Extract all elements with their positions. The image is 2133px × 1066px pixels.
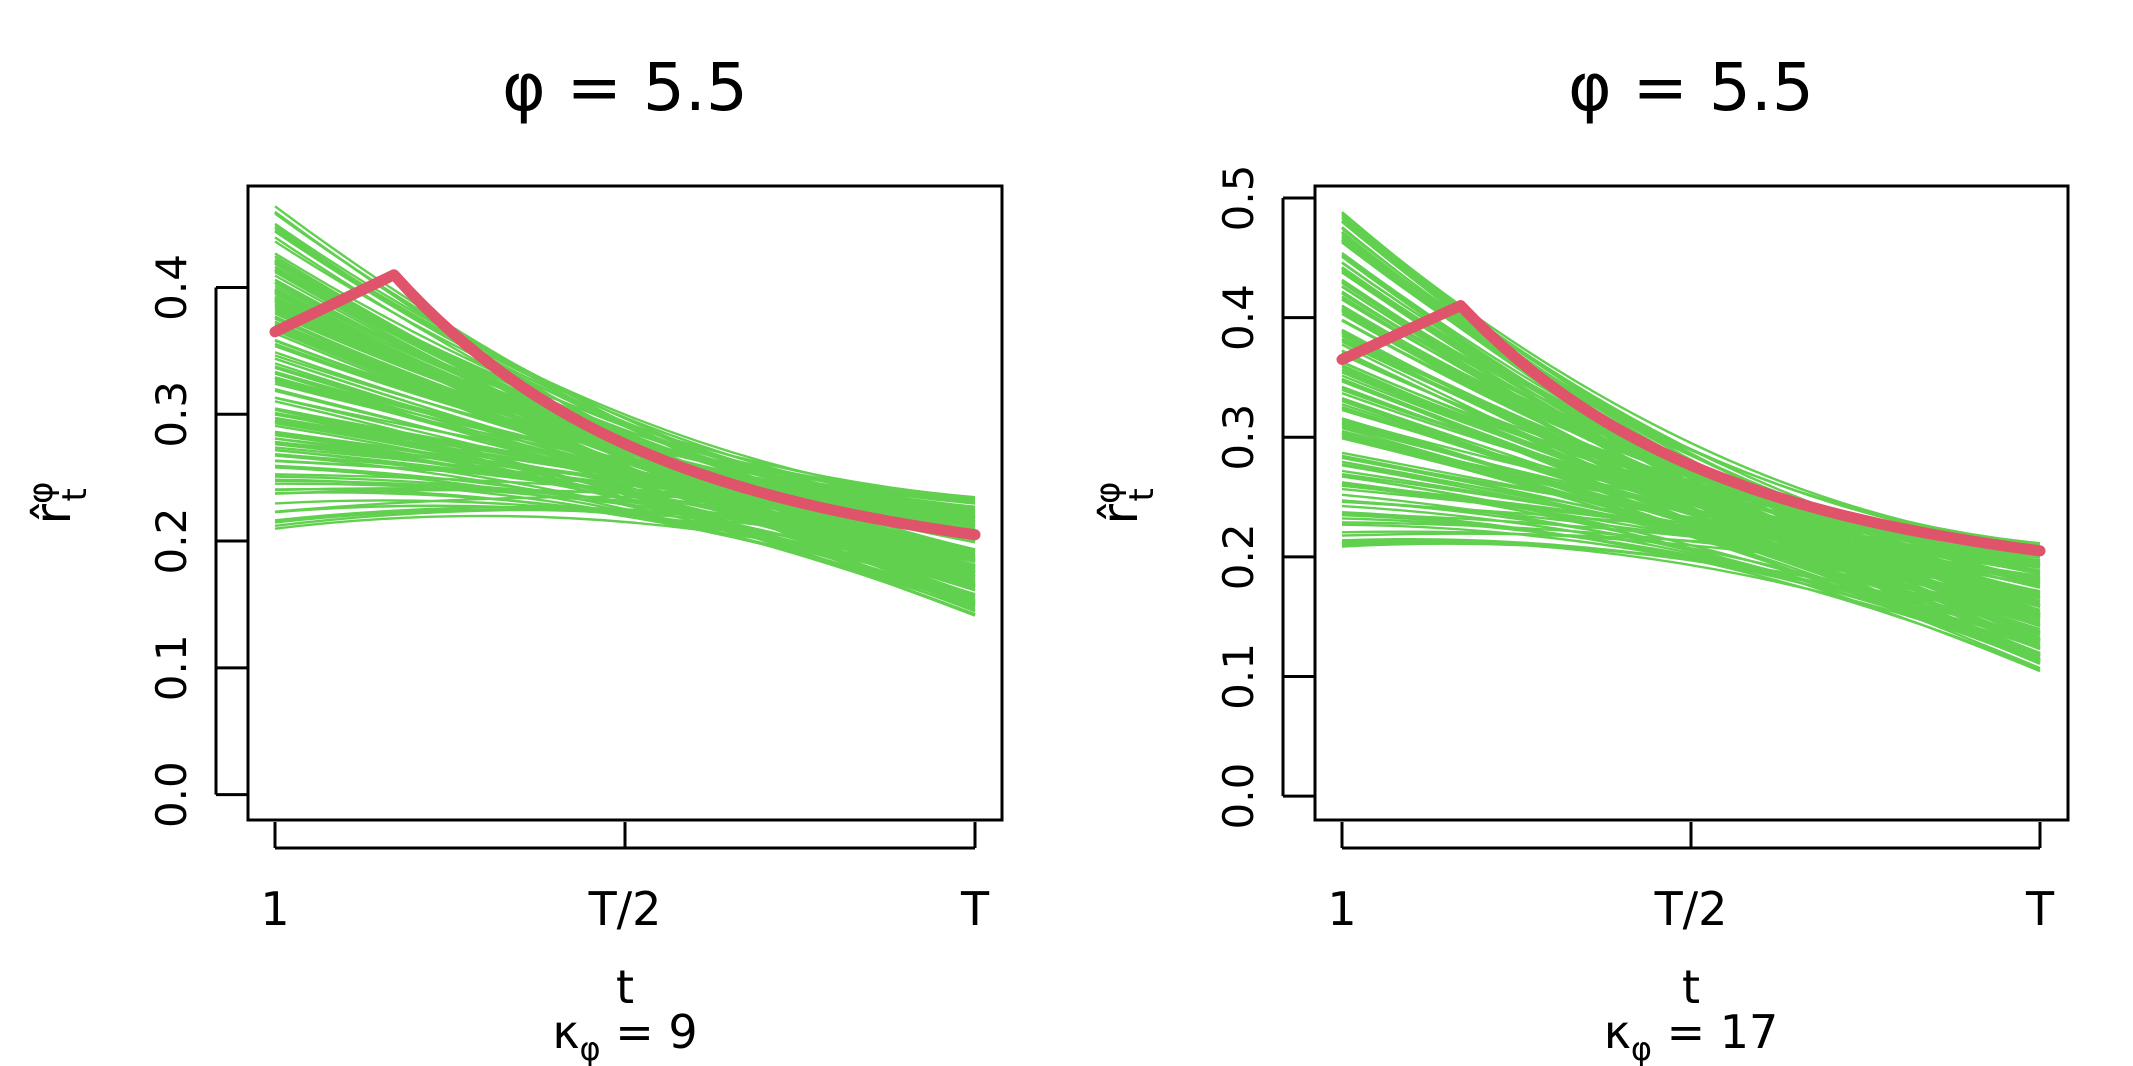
estimate-line <box>269 269 981 541</box>
simulated-line <box>274 466 976 612</box>
plot-frame <box>1313 184 2070 822</box>
panel-left: φ = 5.5 1 T/2 T 0.0 0.1 0.2 0.3 0.4 r̂φt tκφ = 9 <box>21 49 1004 1066</box>
y-tick-label: 0.4 <box>1214 284 1263 351</box>
x-tick-label: T <box>960 882 990 936</box>
simulated-line <box>274 323 976 552</box>
estimate-line <box>1336 300 2046 557</box>
simulated-line <box>1341 349 2041 665</box>
plot-frame <box>246 184 1004 822</box>
y-tick-label: 0.1 <box>1214 643 1263 710</box>
x-tick-label: T <box>2025 882 2055 936</box>
y-tick-label: 0.3 <box>147 381 196 448</box>
simulated-line <box>1341 305 2041 568</box>
simulated-line <box>1341 437 2041 642</box>
panel-right: φ = 5.5 1 T/2 T 0.0 0.1 0.2 0.3 0.4 0.5 r̂φt tκφ = … <box>1088 49 2070 1066</box>
x-tick-label: 1 <box>1327 882 1356 936</box>
kappa-label: κφ = 17 <box>1604 1005 1779 1066</box>
y-tick-label: 0.0 <box>1214 763 1263 830</box>
y-axis-label: r̂φt <box>21 482 95 525</box>
simulated-line <box>274 448 976 606</box>
chart-title: φ = 5.5 <box>1568 49 1814 126</box>
x-axis-label: t <box>616 960 634 1014</box>
simulated-line <box>1341 220 2041 644</box>
y-tick-label: 0.1 <box>147 634 196 701</box>
simulated-line <box>274 454 976 616</box>
chart-title: φ = 5.5 <box>502 49 748 126</box>
y-tick-label: 0.3 <box>1214 404 1263 471</box>
y-tick-label: 0.5 <box>1214 165 1263 232</box>
x-tick-label: 1 <box>260 882 289 936</box>
kappa-label: κφ = 9 <box>552 1005 697 1066</box>
simulated-line <box>274 299 976 509</box>
simulated-line <box>274 499 976 587</box>
y-axis-label: r̂φt <box>1088 482 1162 525</box>
simulated-line <box>274 262 976 521</box>
simulated-line <box>1341 295 2041 637</box>
plot-area <box>1341 211 2041 673</box>
x-axis-label: t <box>1682 960 1700 1014</box>
y-tick-label: 0.2 <box>1214 523 1263 590</box>
simulated-line <box>274 252 976 517</box>
simulated-line <box>274 437 976 598</box>
simulated-line <box>1341 513 2041 660</box>
simulated-line <box>274 229 976 525</box>
simulated-line <box>1341 371 2041 612</box>
y-tick-label: 0.4 <box>147 254 196 321</box>
x-tick-label: T/2 <box>588 882 662 936</box>
x-tick-label: T/2 <box>1654 882 1728 936</box>
simulated-line <box>274 408 976 605</box>
simulated-line <box>1341 472 2041 597</box>
simulated-line <box>274 495 976 514</box>
simulated-line <box>1341 310 2041 574</box>
simulated-line <box>1341 380 2041 621</box>
simulated-line <box>274 329 976 600</box>
simulated-line <box>1341 212 2041 547</box>
simulated-line <box>274 380 976 564</box>
plot-area <box>274 205 976 617</box>
y-tick-label: 0.2 <box>147 508 196 575</box>
simulated-line <box>1341 278 2041 628</box>
y-tick-label: 0.0 <box>147 761 196 828</box>
